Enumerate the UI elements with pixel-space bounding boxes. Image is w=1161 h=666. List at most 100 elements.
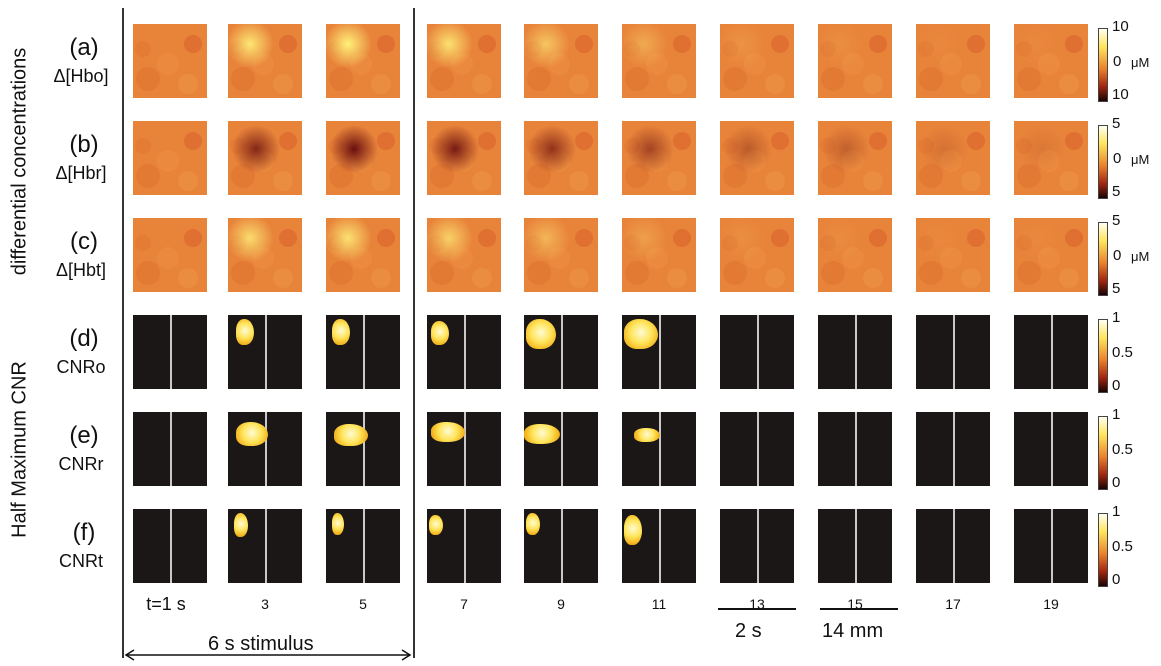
cnr-activation-blob <box>624 515 642 545</box>
space-scale-label: 14 mm <box>822 620 884 642</box>
tile-hbt-t17 <box>916 218 990 292</box>
concentration-map <box>1014 24 1088 98</box>
tile-cnrr-t15 <box>818 412 892 486</box>
colorbar-tick: 0 <box>1113 247 1122 264</box>
time-label-8: 17 <box>945 596 961 612</box>
colorbar-2 <box>1098 125 1108 199</box>
tile-divider-line <box>757 315 759 389</box>
tile-hbt-t15 <box>818 218 892 292</box>
concentration-map <box>720 218 794 292</box>
concentration-map <box>326 24 400 98</box>
concentration-map <box>524 218 598 292</box>
tile-cnro-t11 <box>622 315 696 389</box>
colorbar-unit: μM <box>1131 55 1150 70</box>
tile-hbr-t17 <box>916 121 990 195</box>
concentration-map <box>326 218 400 292</box>
colorbar-tick: 0 <box>1112 571 1121 588</box>
concentration-map <box>1014 218 1088 292</box>
cnr-activation-blob <box>234 513 248 537</box>
row-id-f: (f) <box>72 519 96 546</box>
cnr-activation-blob <box>236 319 254 345</box>
tile-cnrr-t7 <box>427 412 501 486</box>
concentration-map <box>133 24 207 98</box>
stimulus-end-divider <box>413 8 415 658</box>
tile-hbt-t11 <box>622 218 696 292</box>
tile-divider-line <box>757 509 759 583</box>
concentration-map <box>622 121 696 195</box>
tile-hbr-t5 <box>326 121 400 195</box>
group-label-cnr: Half Maximum CNR <box>8 361 31 538</box>
colorbar-tick: 5 <box>1112 183 1121 200</box>
concentration-map <box>427 24 501 98</box>
tile-cnro-t19 <box>1014 315 1088 389</box>
row-id-a: (a) <box>69 34 99 61</box>
colorbar-tick: 0 <box>1112 474 1121 491</box>
concentration-map <box>133 121 207 195</box>
cnr-activation-blob <box>236 422 268 446</box>
tile-hbt-t19 <box>1014 218 1088 292</box>
time-label-5: 11 <box>651 596 667 612</box>
colorbar-tick: 5 <box>1112 115 1121 132</box>
time-label-3: 7 <box>460 596 468 612</box>
tile-cnrr-t13 <box>720 412 794 486</box>
tile-divider-line <box>170 509 172 583</box>
concentration-map <box>622 218 696 292</box>
row-name-d: CNRo <box>56 357 106 377</box>
cnr-activation-blob <box>431 422 465 442</box>
time-scale-bar <box>718 608 796 610</box>
tile-divider-line <box>363 509 365 583</box>
tile-cnro-t3 <box>228 315 302 389</box>
row-name-e: CNRr <box>58 454 104 474</box>
tile-hbo-t1 <box>133 24 207 98</box>
colorbar-tick: 0.5 <box>1112 441 1133 458</box>
tile-cnro-t17 <box>916 315 990 389</box>
tile-divider-line <box>953 509 955 583</box>
concentration-map <box>916 121 990 195</box>
tile-cnro-t9 <box>524 315 598 389</box>
concentration-map <box>524 121 598 195</box>
colorbar-tick: 0.5 <box>1112 344 1133 361</box>
colorbar-6 <box>1098 513 1108 587</box>
tile-cnrt-t13 <box>720 509 794 583</box>
time-label-4: 9 <box>557 596 565 612</box>
tile-cnrr-t1 <box>133 412 207 486</box>
group-label-concentrations: differential concentrations <box>8 47 31 276</box>
tile-cnrt-t19 <box>1014 509 1088 583</box>
concentration-map <box>228 121 302 195</box>
colorbar-tick: 1 <box>1112 503 1121 520</box>
tile-hbo-t11 <box>622 24 696 98</box>
row-name-b: Δ[Hbr] <box>55 163 107 183</box>
colorbar-tick: 5 <box>1112 212 1121 229</box>
colorbar-4 <box>1098 319 1108 393</box>
colorbar-tick: 1 <box>1112 406 1121 423</box>
tile-divider-line <box>953 412 955 486</box>
concentration-map <box>228 218 302 292</box>
cnr-activation-blob <box>431 321 449 345</box>
tile-cnrt-t15 <box>818 509 892 583</box>
row-id-b: (b) <box>69 131 99 158</box>
colorbar-3 <box>1098 222 1108 296</box>
tile-hbo-t13 <box>720 24 794 98</box>
time-label-1: 3 <box>261 596 269 612</box>
cnr-activation-blob <box>429 515 443 535</box>
tile-hbo-t19 <box>1014 24 1088 98</box>
cnr-activation-blob <box>334 424 368 446</box>
stimulus-text: 6 s stimulus <box>208 633 314 655</box>
colorbar-tick: 10 <box>1112 18 1129 35</box>
colorbar-unit: μM <box>1131 249 1150 264</box>
tile-hbr-t19 <box>1014 121 1088 195</box>
tile-divider-line <box>265 315 267 389</box>
tile-divider-line <box>265 509 267 583</box>
concentration-map <box>427 121 501 195</box>
concentration-map <box>427 218 501 292</box>
tile-hbr-t13 <box>720 121 794 195</box>
tile-hbt-t7 <box>427 218 501 292</box>
colorbar-tick: 5 <box>1112 280 1121 297</box>
tile-cnrt-t3 <box>228 509 302 583</box>
time-label-9: 19 <box>1043 596 1059 612</box>
tile-divider-line <box>170 412 172 486</box>
tile-divider-line <box>953 315 955 389</box>
concentration-map <box>720 121 794 195</box>
tile-cnrt-t17 <box>916 509 990 583</box>
tile-divider-line <box>659 412 661 486</box>
